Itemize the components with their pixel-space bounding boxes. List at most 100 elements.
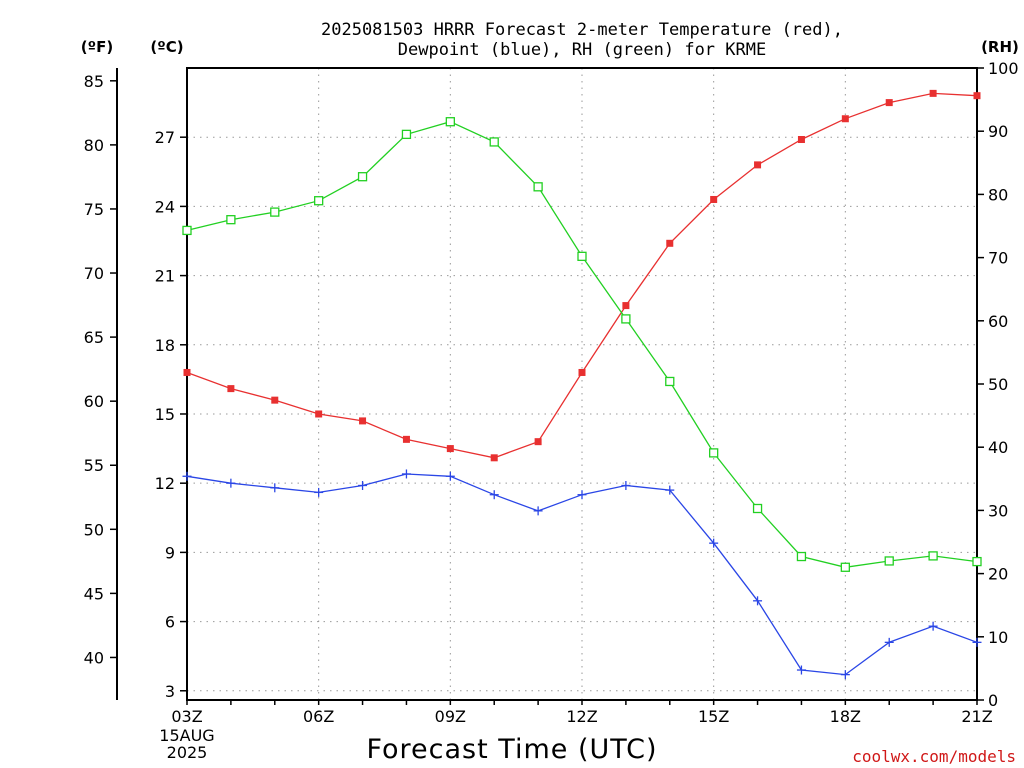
temperature-point (490, 454, 498, 462)
fahrenheit-tick-label: 40 (84, 648, 104, 667)
dewpoint-point (577, 490, 587, 500)
fahrenheit-tick-label: 75 (84, 200, 104, 219)
celsius-tick-label: 21 (155, 267, 175, 286)
fahrenheit-tick-label: 50 (84, 520, 104, 539)
dewpoint-point (314, 487, 324, 497)
dewpoint-point (972, 637, 982, 647)
dewpoint-point (840, 670, 850, 680)
x-tick-label: 03Z (171, 707, 202, 726)
rh-point (314, 196, 324, 206)
temperature-point (929, 89, 937, 97)
dewpoint-point (401, 469, 411, 479)
rh-point (357, 172, 368, 182)
rh-point (489, 137, 499, 147)
rh-point (270, 207, 280, 217)
chart-title-line-1: 2025081503 HRRR Forecast 2-meter Tempera… (321, 20, 843, 40)
dewpoint-point (665, 485, 675, 495)
chart-title-line-2: Dewpoint (blue), RH (green) for KRME (398, 40, 766, 60)
rh-tick-label: 100 (988, 59, 1019, 78)
temperature-point (841, 115, 849, 123)
x-tick-label: 18Z (830, 707, 861, 726)
celsius-tick-label: 27 (155, 128, 175, 147)
temperature-point (797, 136, 805, 144)
fahrenheit-tick-label: 70 (84, 264, 104, 283)
plot-area-frame (186, 67, 978, 701)
temperature-point (666, 239, 674, 247)
dewpoint-point (358, 480, 368, 490)
dewpoint-point (709, 538, 719, 548)
rh-tick-label: 20 (988, 565, 1008, 584)
dewpoint-point (533, 506, 543, 516)
axis-ticks: 3 6 9 12 15 18 21 24 27 40 45 50 55 60 65 70 75 80 85 0 10 20… (84, 59, 1019, 762)
rh-point (621, 314, 631, 324)
rh-point (577, 251, 587, 261)
rh-unit-label: (RH) (981, 38, 1019, 56)
temperature-point (973, 92, 981, 100)
fahrenheit-tick-label: 80 (84, 136, 104, 155)
rh-tick-label: 30 (988, 501, 1008, 520)
x-tick-label: 15Z (698, 707, 729, 726)
rh-tick-label: 0 (988, 691, 998, 710)
dewpoint-point (621, 480, 631, 490)
grid-lines (187, 68, 977, 700)
fahrenheit-tick-label: 45 (84, 584, 104, 603)
celsius-tick-label: 6 (165, 613, 175, 632)
celsius-tick-label: 24 (155, 197, 175, 216)
rh-tick-label: 80 (988, 185, 1008, 204)
dewpoint-point (270, 483, 280, 493)
rh-tick-label: 40 (988, 438, 1008, 457)
rh-point (665, 376, 675, 387)
celsius-tick-label: 3 (165, 682, 175, 701)
fahrenheit-tick-label: 65 (84, 328, 104, 347)
rh-point (401, 129, 412, 140)
dewpoint-point (753, 596, 763, 606)
temperature-point (227, 385, 235, 393)
x-tick-date-label: 2025 (167, 743, 208, 762)
temperature-point (183, 368, 191, 376)
temperature-point (754, 161, 762, 169)
rh-point (840, 562, 850, 572)
fahrenheit-tick-label: 85 (84, 72, 104, 91)
celsius-tick-label: 15 (155, 405, 175, 424)
dewpoint-point (928, 621, 938, 631)
temperature-point (622, 302, 630, 310)
rh-point (182, 225, 192, 236)
rh-point (709, 448, 719, 458)
rh-point (752, 503, 763, 514)
temperature-point (710, 195, 718, 203)
x-tick-date-label: 15AUG (159, 726, 214, 745)
rh-point (445, 117, 455, 127)
rh-tick-label: 10 (988, 628, 1008, 647)
dewpoint-point (445, 471, 455, 481)
rh-point (226, 215, 236, 225)
temperature-point (534, 438, 542, 446)
rh-point (796, 551, 807, 562)
rh-tick-label: 70 (988, 249, 1008, 268)
fahrenheit-unit-label: (ºF) (81, 38, 113, 56)
celsius-tick-label: 12 (155, 474, 175, 493)
celsius-unit-label: (ºC) (150, 38, 183, 56)
x-tick-label: 12Z (566, 707, 597, 726)
rh-point (928, 551, 938, 561)
rh-point (533, 182, 543, 192)
fahrenheit-tick-label: 60 (84, 392, 104, 411)
temperature-point (359, 417, 367, 425)
dewpoint-point (796, 665, 806, 675)
temperature-point (578, 368, 586, 376)
fahrenheit-tick-label: 55 (84, 456, 104, 475)
x-tick-label: 06Z (303, 707, 334, 726)
dewpoint-point (489, 490, 499, 500)
x-tick-label: 09Z (435, 707, 466, 726)
celsius-tick-label: 9 (165, 543, 175, 562)
x-tick-label: 21Z (961, 707, 992, 726)
rh-tick-label: 50 (988, 375, 1008, 394)
rh-point (884, 556, 894, 566)
x-axis-title: Forecast Time (UTC) (366, 734, 657, 765)
rh-point (972, 556, 982, 567)
temperature-point (885, 99, 893, 107)
rh-tick-label: 60 (988, 312, 1008, 331)
temperature-point (446, 445, 454, 453)
dewpoint-point (226, 478, 236, 488)
rh-tick-label: 90 (988, 122, 1008, 141)
